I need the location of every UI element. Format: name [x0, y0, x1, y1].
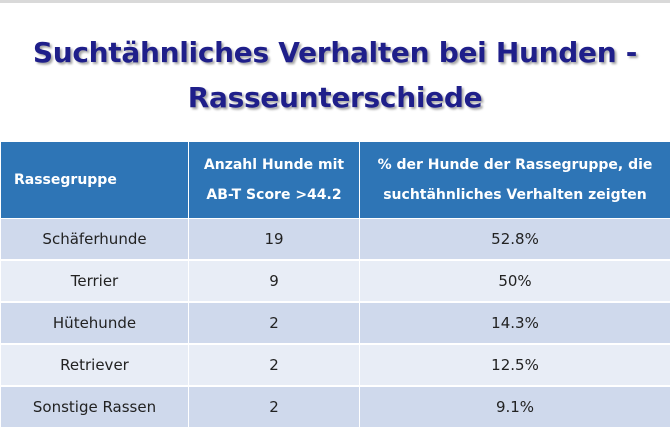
slide-title: Suchtähnliches Verhalten bei Hunden - Ra… — [0, 30, 670, 120]
cell-percent: 12.5% — [359, 344, 670, 387]
table-row: Schäferhunde 19 52.8% — [0, 218, 670, 261]
header-dog-count-line-2: AB-T Score >44.2 — [206, 187, 342, 203]
header-percent-line-2: suchtähnliches Verhalten zeigten — [383, 187, 647, 203]
slide-title-line-2: Rasseunterschiede — [187, 81, 483, 114]
slide-top-border — [0, 0, 670, 3]
cell-dog-count: 9 — [188, 260, 360, 303]
table-row: Sonstige Rassen 2 9.1% — [0, 386, 670, 429]
cell-dog-count: 2 — [188, 302, 360, 345]
header-dog-count: Anzahl Hunde mit AB-T Score >44.2 — [188, 141, 360, 219]
cell-breed-group: Schäferhunde — [0, 218, 189, 261]
header-percent-line-1: % der Hunde der Rassegruppe, die — [377, 157, 653, 173]
cell-dog-count: 2 — [188, 344, 360, 387]
cell-breed-group: Sonstige Rassen — [0, 386, 189, 429]
table-row: Terrier 9 50% — [0, 260, 670, 303]
header-breed-group: Rassegruppe — [0, 141, 189, 219]
cell-breed-group: Hütehunde — [0, 302, 189, 345]
header-percent: % der Hunde der Rassegruppe, die suchtäh… — [359, 141, 670, 219]
cell-breed-group: Retriever — [0, 344, 189, 387]
cell-percent: 14.3% — [359, 302, 670, 345]
table-header-row: Rassegruppe Anzahl Hunde mit AB-T Score … — [0, 141, 670, 219]
header-breed-group-label: Rassegruppe — [14, 172, 117, 188]
slide-title-line-1: Suchtähnliches Verhalten bei Hunden - — [32, 36, 638, 69]
header-dog-count-line-1: Anzahl Hunde mit — [203, 157, 345, 173]
table-row: Retriever 2 12.5% — [0, 344, 670, 387]
cell-percent: 9.1% — [359, 386, 670, 429]
table-row: Hütehunde 2 14.3% — [0, 302, 670, 345]
cell-dog-count: 2 — [188, 386, 360, 429]
cell-breed-group: Terrier — [0, 260, 189, 303]
cell-percent: 50% — [359, 260, 670, 303]
cell-percent: 52.8% — [359, 218, 670, 261]
cell-dog-count: 19 — [188, 218, 360, 261]
breed-table: Rassegruppe Anzahl Hunde mit AB-T Score … — [0, 141, 670, 429]
